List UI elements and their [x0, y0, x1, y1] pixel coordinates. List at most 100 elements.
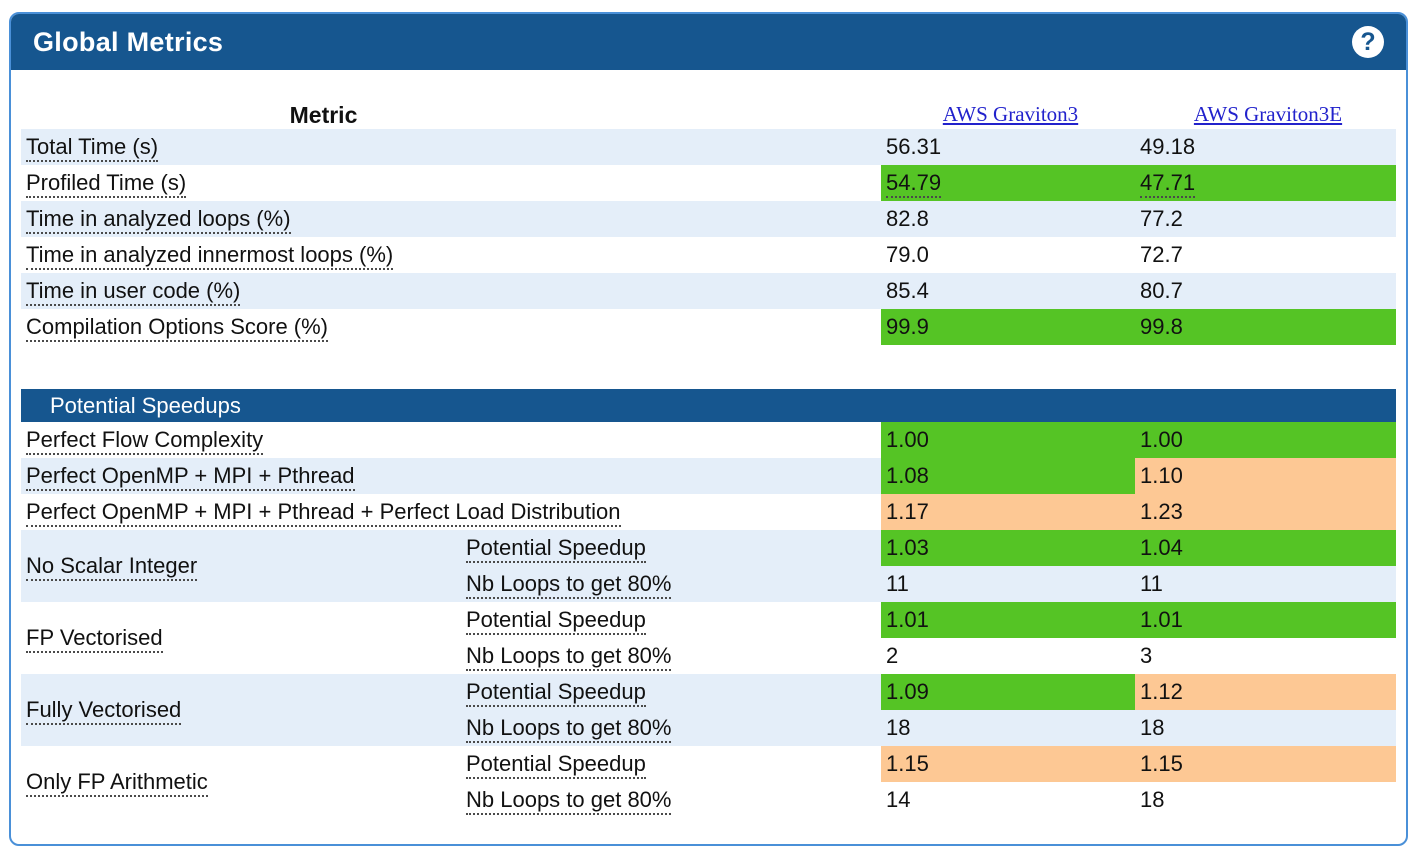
metric-cell: Perfect Flow Complexity: [21, 422, 881, 458]
metric-cell: Profiled Time (s): [21, 165, 881, 201]
value-cell: 1.09: [881, 674, 1135, 710]
sub-metric-label: Nb Loops to get 80%: [466, 715, 672, 743]
value-cell: 1.12: [1135, 674, 1397, 710]
value-cell: 11: [1140, 571, 1163, 596]
sub-metric-cell: Potential Speedup: [461, 602, 881, 638]
value-cell: 1.10: [1135, 458, 1397, 494]
sub-metric-label: Potential Speedup: [466, 607, 646, 635]
group-cell: FP Vectorised: [21, 602, 461, 674]
group-label: FP Vectorised: [26, 625, 163, 653]
table-row: Time in analyzed innermost loops (%) 79.…: [21, 237, 1396, 273]
sub-metric-cell: Potential Speedup: [461, 674, 881, 710]
metric-column-header: Metric: [289, 102, 358, 128]
table-row: Perfect OpenMP + MPI + Pthread 1.08 1.10: [21, 458, 1397, 494]
sub-metric-label: Nb Loops to get 80%: [466, 787, 672, 815]
table-row: Time in analyzed loops (%) 82.8 77.2: [21, 201, 1396, 237]
value-cell: 99.9: [881, 309, 1135, 345]
sub-metric-cell: Nb Loops to get 80%: [461, 782, 881, 818]
sub-metric-label: Potential Speedup: [466, 535, 646, 563]
table-row: Compilation Options Score (%) 99.9 99.8: [21, 309, 1396, 345]
sub-metric-label: Potential Speedup: [466, 751, 646, 779]
sub-metric-label: Potential Speedup: [466, 679, 646, 707]
graviton3-link[interactable]: AWS Graviton3: [942, 102, 1079, 126]
metric-label: Time in user code (%): [26, 278, 241, 306]
table-row: Profiled Time (s) 54.79 47.71: [21, 165, 1396, 201]
metric-label: Compilation Options Score (%): [26, 314, 329, 342]
sub-metric-cell: Nb Loops to get 80%: [461, 638, 881, 674]
value-cell: 1.15: [1135, 746, 1397, 782]
value-cell: 1.03: [881, 530, 1135, 566]
metric-cell: Time in analyzed loops (%): [21, 201, 881, 237]
value-cell: 77.2: [1140, 206, 1183, 231]
value-cell: 1.23: [1135, 494, 1397, 530]
value-cell: 56.31: [886, 134, 942, 159]
sub-metric-cell: Nb Loops to get 80%: [461, 710, 881, 746]
panel-title: Global Metrics: [33, 26, 224, 57]
sub-metric-cell: Nb Loops to get 80%: [461, 566, 881, 602]
value-cell: 1.01: [1135, 602, 1397, 638]
speedups-section-header: Potential Speedups: [21, 389, 1397, 422]
value-cell: 1.04: [1135, 530, 1397, 566]
metric-label: Total Time (s): [26, 134, 159, 162]
table-row: Only FP Arithmetic Potential Speedup 1.1…: [21, 746, 1397, 797]
value-cell: 1.17: [881, 494, 1135, 530]
value-cell: 85.4: [886, 278, 929, 303]
table-row: Time in user code (%) 85.4 80.7: [21, 273, 1396, 309]
table-row: No Scalar Integer Potential Speedup 1.03…: [21, 530, 1397, 581]
group-label: Fully Vectorised: [26, 697, 182, 725]
table-row: FP Vectorised Potential Speedup 1.01 1.0…: [21, 602, 1397, 653]
value-cell: 14: [886, 787, 911, 812]
value-cell: 11: [886, 571, 909, 596]
group-label: No Scalar Integer: [26, 553, 198, 581]
value-cell: 2: [886, 643, 899, 668]
column-header-graviton3e: AWS Graviton3E: [1135, 96, 1396, 129]
metric-label: Time in analyzed innermost loops (%): [26, 242, 394, 270]
panel-header: Global Metrics ?: [11, 14, 1406, 70]
sub-metric-label: Nb Loops to get 80%: [466, 643, 672, 671]
metric-cell: Compilation Options Score (%): [21, 309, 881, 345]
panel-body: Metric AWS Graviton3 AWS Graviton3E Tota…: [11, 70, 1406, 818]
value-cell: 80.7: [1140, 278, 1183, 303]
metric-label: Perfect OpenMP + MPI + Pthread + Perfect…: [26, 499, 621, 527]
section-gap: [21, 345, 1396, 389]
metrics-table: Metric AWS Graviton3 AWS Graviton3E Tota…: [21, 96, 1396, 345]
metric-cell: Perfect OpenMP + MPI + Pthread + Perfect…: [21, 494, 881, 530]
sub-metric-label: Nb Loops to get 80%: [466, 571, 672, 599]
group-label: Only FP Arithmetic: [26, 769, 208, 797]
value-cell: 18: [886, 715, 911, 740]
table-row: Nb Loops to get 80% 2 3: [21, 638, 1396, 674]
value-cell: 1.00: [881, 422, 1135, 458]
value-cell: 54.79: [881, 165, 1135, 201]
metric-label: Perfect OpenMP + MPI + Pthread: [26, 463, 355, 491]
sub-metric-cell: Potential Speedup: [461, 530, 881, 566]
value-cell: 49.18: [1140, 134, 1196, 159]
global-metrics-panel: Global Metrics ? Metric AWS Graviton3 AW…: [9, 12, 1408, 846]
value-cell: 99.8: [1135, 309, 1396, 345]
value-cell: 47.71: [1135, 165, 1396, 201]
group-cell: Only FP Arithmetic: [21, 746, 461, 818]
table-row: Perfect OpenMP + MPI + Pthread + Perfect…: [21, 494, 1397, 530]
help-icon[interactable]: ?: [1352, 26, 1384, 58]
table-row: Fully Vectorised Potential Speedup 1.09 …: [21, 674, 1397, 725]
metric-cell: Total Time (s): [21, 129, 881, 165]
value-cell: 1.01: [881, 602, 1135, 638]
potential-speedups-table: Potential Speedups Perfect Flow Complexi…: [21, 389, 1397, 818]
value-cell: 18: [1140, 787, 1165, 812]
column-header-graviton3: AWS Graviton3: [881, 96, 1135, 129]
metric-cell: Perfect OpenMP + MPI + Pthread: [21, 458, 881, 494]
sub-metric-cell: Potential Speedup: [461, 746, 881, 782]
metric-cell: Time in analyzed innermost loops (%): [21, 237, 881, 273]
table-row: Perfect Flow Complexity 1.00 1.00: [21, 422, 1397, 458]
value-cell: 72.7: [1140, 242, 1183, 267]
metric-label: Time in analyzed loops (%): [26, 206, 291, 234]
value-cell: 1.15: [881, 746, 1135, 782]
speedups-section-title: Potential Speedups: [50, 392, 241, 418]
table-row: Nb Loops to get 80% 14 18: [21, 782, 1396, 818]
speedups-section-header-row: Potential Speedups: [21, 389, 1397, 422]
value-cell: 3: [1140, 643, 1153, 668]
metric-label: Perfect Flow Complexity: [26, 427, 264, 455]
graviton3e-link[interactable]: AWS Graviton3E: [1193, 102, 1343, 126]
value-cell: 18: [1140, 715, 1165, 740]
table-row: Total Time (s) 56.31 49.18: [21, 129, 1396, 165]
value-cell: 82.8: [886, 206, 929, 231]
